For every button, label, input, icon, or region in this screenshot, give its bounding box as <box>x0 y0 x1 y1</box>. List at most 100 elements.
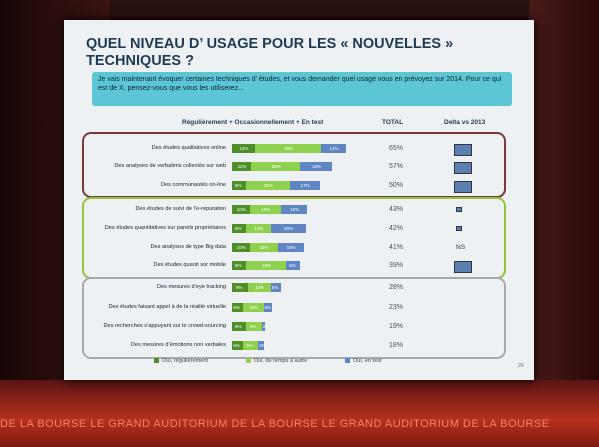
row-label: Des analyses de type Big data <box>76 244 226 250</box>
bar-segment-label: 10% <box>237 207 246 212</box>
bar-segment-label: 6% <box>272 285 279 290</box>
row-total: 18% <box>376 342 416 349</box>
row-total: 50% <box>376 182 416 189</box>
legend-item-test: Oui, en test <box>345 358 382 364</box>
delta-label: NS <box>456 244 465 251</box>
bar-segment-label: 15% <box>290 207 299 212</box>
bar-segment: 6% <box>271 283 282 292</box>
row-total: 19% <box>376 323 416 330</box>
row-label: Des études qualitatives online <box>76 145 226 151</box>
bar-segment: 15% <box>278 243 304 252</box>
bar-segment: 14% <box>321 144 346 153</box>
bar-segment: 14% <box>246 224 271 233</box>
delta-indicator <box>454 261 472 273</box>
bar-segment: 18% <box>300 162 332 171</box>
bar-segment-label: 8% <box>235 263 242 268</box>
slide-number: 26 <box>518 363 524 369</box>
row-total: 23% <box>376 304 416 311</box>
bar-segment: 8% <box>232 224 246 233</box>
bar-segment: 23% <box>246 261 286 270</box>
bar-segment-label: 5% <box>265 305 272 310</box>
bar-segment-label: 8% <box>235 324 242 329</box>
bar-segment-label: 14% <box>254 226 263 231</box>
bar-segment-label: 18% <box>312 164 321 169</box>
row-total: 43% <box>376 206 416 213</box>
delta-header: Delta vs 2013 <box>444 119 485 126</box>
bar-segment-label: 8% <box>235 226 242 231</box>
bar-segment: 10% <box>232 243 250 252</box>
delta-indicator <box>454 181 472 193</box>
row-label: Des recherches s’appuyant sur le crowd-s… <box>76 323 226 329</box>
legend-swatch-occasional <box>246 358 251 363</box>
row-label: Des études faisant appel à de la réalité… <box>76 304 226 310</box>
legend-label-test: Oui, en test <box>353 358 382 364</box>
bar-segment: 2% <box>262 322 266 331</box>
bar-segment: 10% <box>232 205 250 214</box>
bar-segment-label: 11% <box>238 164 247 169</box>
bar-segment: 15% <box>281 205 307 214</box>
slide-title: QUEL NIVEAU D’ USAGE POUR LES « NOUVELLE… <box>86 36 506 70</box>
bar-segment-label: 23% <box>262 263 271 268</box>
intro-text: Je vais maintenant évoquer certaines tec… <box>92 72 512 96</box>
bar-segment: 8% <box>232 261 246 270</box>
bar-segment: 9% <box>243 341 259 350</box>
bar-segment-label: 13% <box>239 146 248 151</box>
bar-segment-label: 8% <box>235 183 242 188</box>
bar-segment-label: 16% <box>260 245 269 250</box>
bar-segment-label: 12% <box>249 305 258 310</box>
bar-segment: 8% <box>232 181 246 190</box>
row-label: Des mesures d’eye tracking <box>76 284 226 290</box>
row-label: Des analyses de verbatims collectés sur … <box>76 163 226 169</box>
row-label: Des communautés on-line <box>76 182 226 188</box>
bar-segment: 20% <box>271 224 306 233</box>
bar-segment-label: 9% <box>246 343 253 348</box>
row-label: Des études de suivi de l’e-reputation <box>76 206 226 212</box>
bar-segment: 16% <box>250 243 278 252</box>
bar-segment-label: 6% <box>233 343 240 348</box>
bar-segment-label: 25% <box>264 183 273 188</box>
bar-segment-label: 15% <box>287 245 296 250</box>
bar-segment-label: 38% <box>284 146 293 151</box>
bar-segment: 6% <box>232 303 243 312</box>
bar-segment-label: 20% <box>284 226 293 231</box>
bar-segment-label: 18% <box>261 207 270 212</box>
projection-screen: QUEL NIVEAU D’ USAGE POUR LES « NOUVELLE… <box>64 20 534 380</box>
bar-segment: 9% <box>232 283 248 292</box>
auditorium-floor <box>0 380 599 447</box>
intro-box: Je vais maintenant évoquer certaines tec… <box>92 72 512 106</box>
delta-indicator <box>454 144 472 156</box>
legend-item-occasional: Oui, de temps à autre <box>246 358 308 364</box>
bar-segment-label: 3% <box>259 343 266 348</box>
row-label: Des études quanti sur mobile <box>76 262 226 268</box>
bar-segment: 6% <box>232 341 243 350</box>
legend: Oui, régulièrement Oui, de temps à autre… <box>154 358 418 364</box>
bars-header: Régulièrement + Occasionnellement + En t… <box>182 119 323 126</box>
bar-segment-label: 9% <box>250 324 257 329</box>
floor-projection-text: DE LA BOURSE LE GRAND AUDITORIUM DE LA B… <box>0 418 599 430</box>
row-total: 65% <box>376 145 416 152</box>
bar-segment-label: 9% <box>236 285 243 290</box>
bar-segment: 12% <box>243 303 264 312</box>
bar-segment: 3% <box>258 341 263 350</box>
delta-indicator <box>456 226 462 231</box>
row-total: 41% <box>376 244 416 251</box>
bar-segment: 11% <box>232 162 251 171</box>
bar-segment-label: 17% <box>301 183 310 188</box>
bar-segment-label: 13% <box>255 285 264 290</box>
legend-label-occasional: Oui, de temps à autre <box>254 358 308 364</box>
row-total: 42% <box>376 225 416 232</box>
bar-segment-label: 6% <box>233 305 240 310</box>
bar-segment: 8% <box>232 322 246 331</box>
bar-segment-label: 14% <box>330 146 339 151</box>
row-total: 39% <box>376 262 416 269</box>
total-header: TOTAL <box>382 119 403 126</box>
bar-segment: 25% <box>246 181 290 190</box>
bar-segment: 38% <box>255 144 322 153</box>
legend-item-regular: Oui, régulièrement <box>154 358 208 364</box>
bar-segment-label: 8% <box>289 263 296 268</box>
row-label: Des études quantitatives sur panels prop… <box>76 225 226 231</box>
delta-indicator <box>454 162 472 174</box>
legend-swatch-regular <box>154 358 159 363</box>
bar-segment: 17% <box>290 181 320 190</box>
bar-segment-label: 28% <box>272 164 281 169</box>
